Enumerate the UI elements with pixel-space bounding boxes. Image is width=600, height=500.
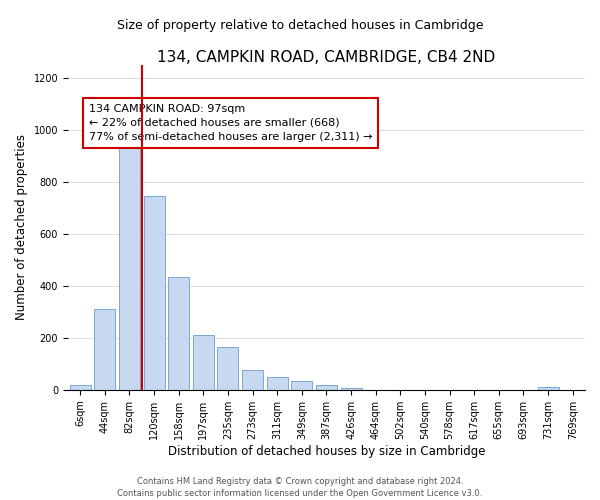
Text: Contains HM Land Registry data © Crown copyright and database right 2024.
Contai: Contains HM Land Registry data © Crown c… xyxy=(118,476,482,498)
Bar xyxy=(267,378,287,390)
Bar xyxy=(217,347,238,390)
Bar xyxy=(316,385,337,390)
Bar xyxy=(94,310,115,390)
Bar xyxy=(70,384,91,390)
X-axis label: Distribution of detached houses by size in Cambridge: Distribution of detached houses by size … xyxy=(168,444,485,458)
Bar xyxy=(341,388,362,390)
Bar xyxy=(119,140,140,390)
Bar xyxy=(193,336,214,390)
Bar xyxy=(143,196,164,390)
Text: Size of property relative to detached houses in Cambridge: Size of property relative to detached ho… xyxy=(117,20,483,32)
Text: 134 CAMPKIN ROAD: 97sqm
← 22% of detached houses are smaller (668)
77% of semi-d: 134 CAMPKIN ROAD: 97sqm ← 22% of detache… xyxy=(89,104,372,142)
Bar xyxy=(538,387,559,390)
Title: 134, CAMPKIN ROAD, CAMBRIDGE, CB4 2ND: 134, CAMPKIN ROAD, CAMBRIDGE, CB4 2ND xyxy=(157,50,496,65)
Y-axis label: Number of detached properties: Number of detached properties xyxy=(15,134,28,320)
Bar xyxy=(292,382,312,390)
Bar xyxy=(242,370,263,390)
Bar xyxy=(168,277,189,390)
